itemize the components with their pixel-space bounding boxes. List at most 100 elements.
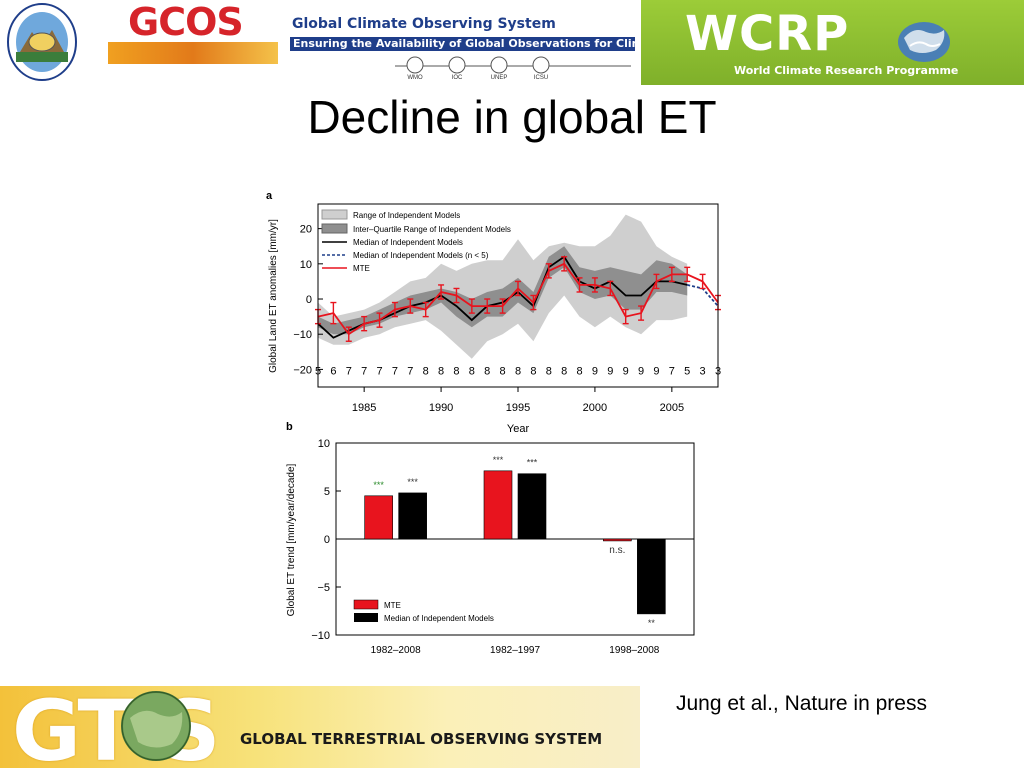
legend-label-median-n5: Median of Independent Models (n < 5) (353, 251, 489, 260)
model-count: 8 (530, 366, 536, 378)
globe-icon (898, 22, 950, 62)
mte-trend-bar (483, 470, 513, 540)
y-tick-label-a: 20 (300, 224, 312, 236)
partner-ioc: IOC (452, 75, 463, 81)
y-tick-label-a: −20 (293, 364, 312, 376)
partner-unep: UNEP (491, 75, 508, 81)
model-count: 7 (407, 366, 413, 378)
model-count: 7 (361, 366, 367, 378)
y-tick-label-b: −5 (317, 582, 330, 594)
y-tick-label-a: −10 (293, 329, 312, 341)
legend-swatch-range (321, 209, 348, 220)
x-tick-label-a: 1995 (506, 402, 530, 414)
citation: Jung et al., Nature in press (676, 692, 927, 715)
model-count: 7 (346, 366, 352, 378)
mte-trend-bar (364, 495, 393, 540)
model-count: 3 (700, 366, 706, 378)
model-count: 8 (576, 366, 582, 378)
legend-label-mte-b: MTE (384, 601, 401, 610)
significance-label: *** (373, 480, 384, 490)
legend-swatch-mte-b (353, 599, 379, 610)
gtos-subtitle: GLOBAL TERRESTRIAL OBSERVING SYSTEM (240, 730, 603, 748)
model-count: 5 (684, 366, 690, 378)
y-tick-label-b: 5 (324, 486, 330, 498)
wcrp-logo: WCRP (685, 6, 850, 62)
legend-b: MTE Median of Independent Models (353, 599, 494, 623)
x-axis-label-a: Year (507, 423, 530, 435)
chart-panel-b: b *** *** *** *** n.s. ** 10 5 0 −5 −10 1982–2008… (286, 421, 695, 656)
y-axis-b: 10 5 0 −5 −10 (311, 438, 341, 642)
gcos-logo: GCOS (128, 0, 244, 44)
model-count: 6 (330, 366, 336, 378)
legend-a: Range of Independent Models Inter–Quarti… (321, 209, 511, 273)
wcrp-header: WCRP World Climate Research Programme (641, 0, 1024, 85)
legend-label-models-b: Median of Independent Models (384, 614, 494, 623)
model-count: 9 (653, 366, 659, 378)
y-tick-label-b: 0 (324, 534, 330, 546)
model-count: 8 (423, 366, 429, 378)
significance-label: *** (527, 458, 538, 468)
y-tick-label-a: 0 (306, 294, 312, 306)
x-tick-label-b: 1982–1997 (490, 645, 540, 656)
significance-label: *** (493, 455, 504, 465)
significance-label: ** (648, 618, 656, 628)
legend-label-median: Median of Independent Models (353, 238, 463, 247)
x-tick-label-b: 1998–2008 (609, 645, 659, 656)
gtos-banner: GT S GLOBAL TERRESTRIAL OBSERVING SYSTEM (0, 686, 640, 768)
x-axis-a: 1985 1990 1995 2000 2005 (352, 387, 684, 414)
x-tick-label-b: 1982–2008 (371, 645, 421, 656)
y-axis-label-a: Global Land ET anomalies [mm/yr] (268, 219, 279, 373)
model-count: 8 (561, 366, 567, 378)
y-tick-label-a: 10 (300, 259, 312, 271)
x-tick-label-a: 2005 (660, 402, 684, 414)
gtos-globe-icon (121, 691, 191, 761)
model-count: 8 (546, 366, 552, 378)
model-count: 8 (484, 366, 490, 378)
model-count: 7 (669, 366, 675, 378)
partner-icsu: ICSU (534, 75, 548, 81)
model-count: 8 (515, 366, 521, 378)
model-count: 8 (469, 366, 475, 378)
panel-label-a: a (266, 190, 273, 202)
x-tick-label-a: 2000 (583, 402, 607, 414)
models-trend-bar (637, 538, 666, 615)
significance-label: *** (407, 477, 418, 487)
model-count: 8 (438, 366, 444, 378)
gcos-header: GCOS Global Climate Observing System Ens… (0, 0, 641, 85)
x-axis-b: 1982–2008 1982–1997 1998–2008 (371, 645, 660, 656)
y-axis-a: 20 10 0 −10 −20 (293, 224, 323, 376)
mte-trend-bar (603, 538, 632, 542)
model-count: 3 (715, 366, 721, 378)
model-count: 7 (376, 366, 382, 378)
y-tick-label-b: −10 (311, 630, 330, 642)
model-count: 8 (453, 366, 459, 378)
model-range-band (318, 214, 688, 359)
model-count: 9 (623, 366, 629, 378)
trend-bars (364, 470, 666, 615)
model-count: 8 (500, 366, 506, 378)
legend-swatch-iqr (321, 223, 348, 234)
gcos-sunset-band (108, 42, 278, 64)
model-count: 9 (592, 366, 598, 378)
wcrp-subtitle: World Climate Research Programme (734, 64, 959, 77)
legend-label-mte: MTE (353, 264, 370, 273)
y-tick-label-b: 10 (318, 438, 330, 450)
gcos-partner-logos: WMO IOC UNEP ICSU (395, 56, 631, 81)
y-axis-label-b: Global ET trend [mm/year/decade] (286, 463, 297, 616)
legend-label-range: Range of Independent Models (353, 211, 460, 220)
model-range-bands (318, 214, 688, 359)
gcos-seal-icon (7, 3, 77, 81)
legend-swatch-models-b (354, 613, 378, 622)
slide-title: Decline in global ET (307, 91, 717, 143)
significance-labels: *** *** *** *** n.s. ** (373, 455, 655, 628)
x-tick-label-a: 1985 (352, 402, 376, 414)
model-count: 7 (392, 366, 398, 378)
model-count: 9 (607, 366, 613, 378)
model-count: 5 (315, 366, 321, 378)
models-trend-bar (398, 492, 427, 540)
model-count: 9 (638, 366, 644, 378)
significance-label: n.s. (609, 545, 625, 556)
gcos-title: Global Climate Observing System (292, 16, 556, 32)
